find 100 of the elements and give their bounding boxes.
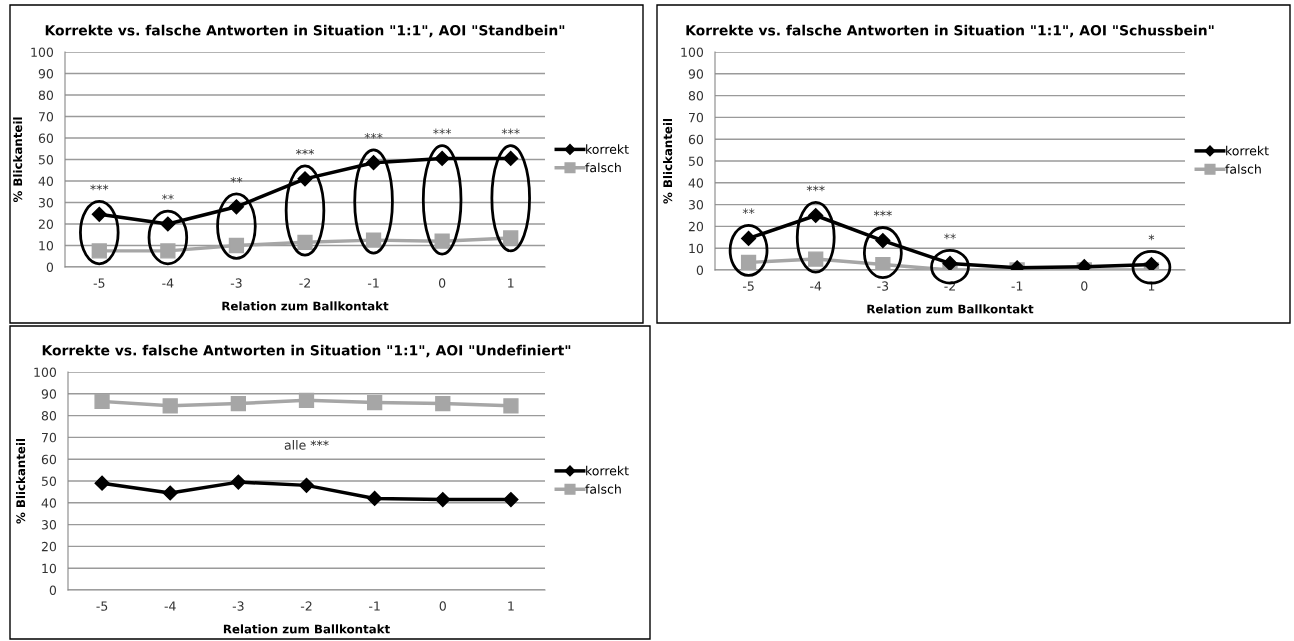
point	[160, 216, 176, 232]
point	[298, 392, 315, 408]
point	[160, 243, 176, 259]
legend-label: falsch	[585, 484, 621, 494]
y-tick-label: 40	[38, 176, 54, 186]
legend-label: korrekt	[586, 465, 629, 476]
point	[162, 485, 178, 501]
x-tick-label: 0	[439, 601, 446, 611]
legend-label: korrekt	[1226, 145, 1269, 156]
point	[228, 199, 244, 215]
point	[297, 234, 313, 250]
x-axis-title: Relation zum Ballkontakt	[223, 624, 390, 634]
point	[503, 398, 519, 414]
y-tick-label: 10	[689, 243, 704, 254]
point	[298, 477, 315, 493]
y-tick-label: 20	[38, 219, 54, 229]
x-tick-label: -3	[877, 281, 889, 291]
y-tick-label: 60	[688, 134, 704, 145]
x-tick-label: -5	[742, 281, 754, 291]
chart-title: Korrekte vs. falsche Antworten in Situation "1:1", AOI "Schussbein"	[686, 24, 1214, 38]
y-tick-label: 50	[688, 156, 704, 166]
y-axis-title: % Blickanteil	[13, 117, 23, 203]
legend-label: korrekt	[586, 144, 629, 154]
y-tick-label: 30	[688, 200, 704, 210]
x-tick-label: -3	[232, 601, 244, 611]
x-tick-label: -3	[230, 278, 242, 288]
x-tick-label: -1	[369, 601, 380, 611]
point	[367, 490, 383, 507]
x-tick-label: -2	[300, 601, 312, 611]
annotation: **	[944, 233, 956, 240]
y-tick-label: 90	[38, 68, 54, 79]
annotation: **	[161, 194, 174, 200]
y-tick-label: 50	[38, 154, 54, 165]
point	[91, 243, 107, 259]
y-tick-label: 0	[696, 265, 704, 275]
point	[434, 150, 450, 166]
legend-label: falsch	[1225, 164, 1261, 174]
x-tick-label: 1	[508, 601, 514, 611]
y-tick-label: 0	[46, 262, 54, 272]
point	[297, 171, 313, 187]
y-tick-label: 20	[688, 221, 704, 232]
y-tick-label: 20	[41, 541, 57, 552]
y-tick-label: 100	[34, 367, 57, 377]
x-tick-label: -5	[93, 278, 105, 288]
point	[367, 394, 383, 411]
y-tick-label: 80	[688, 91, 704, 101]
point	[94, 393, 110, 410]
x-tick-label: -4	[162, 278, 174, 288]
y-tick-label: 70	[42, 432, 57, 443]
point	[435, 395, 451, 412]
x-axis-title: Relation zum Ballkontakt	[867, 304, 1034, 314]
x-tick-label: -1	[367, 278, 379, 288]
annotation: alle ***	[284, 440, 329, 450]
point	[434, 233, 450, 249]
y-tick-label: 60	[41, 454, 57, 465]
x-axis-title: Relation zum Ballkontakt	[222, 301, 389, 311]
point	[365, 232, 382, 248]
y-tick-label: 100	[681, 47, 704, 57]
y-tick-label: 10	[39, 240, 54, 251]
annotation: ***	[873, 210, 892, 217]
y-tick-label: 90	[41, 389, 57, 399]
x-tick-label: 1	[508, 278, 514, 288]
point	[228, 237, 245, 254]
annotation: **	[230, 176, 243, 183]
y-tick-label: 30	[38, 197, 54, 208]
annotation: ***	[806, 185, 825, 192]
y-axis-title: % Blickanteil	[16, 439, 26, 524]
annotation: **	[742, 208, 755, 215]
annotation: ***	[90, 184, 109, 191]
x-tick-label: -5	[96, 601, 108, 611]
y-tick-label: 60	[38, 133, 54, 143]
y-tick-label: 100	[31, 47, 54, 57]
annotation: ***	[433, 128, 452, 135]
y-tick-label: 80	[41, 411, 57, 421]
point	[230, 395, 246, 412]
x-tick-label: 0	[438, 278, 446, 288]
annotation: ***	[296, 149, 314, 155]
annotation: ***	[501, 128, 520, 135]
annotation: *	[1148, 234, 1155, 241]
x-tick-label: -4	[164, 601, 176, 611]
point	[503, 230, 519, 246]
x-tick-label: -1	[1011, 281, 1023, 291]
x-tick-label: 0	[1081, 281, 1088, 291]
y-tick-label: 30	[41, 520, 57, 530]
y-tick-label: 90	[688, 69, 704, 79]
legend-label: falsch	[585, 162, 621, 173]
annotation: ***	[364, 132, 383, 139]
y-tick-label: 70	[39, 111, 54, 122]
y-tick-label: 50	[41, 476, 57, 486]
y-tick-label: 70	[689, 112, 704, 123]
x-tick-label: -4	[810, 281, 822, 291]
y-axis-title: % Blickanteil	[663, 119, 673, 204]
y-tick-label: 80	[38, 90, 54, 100]
point	[91, 206, 107, 222]
y-tick-label: 0	[49, 585, 57, 595]
y-tick-label: 40	[688, 178, 704, 188]
point	[435, 491, 451, 508]
point	[503, 491, 519, 508]
point	[94, 475, 110, 491]
x-tick-label: -2	[299, 278, 310, 288]
